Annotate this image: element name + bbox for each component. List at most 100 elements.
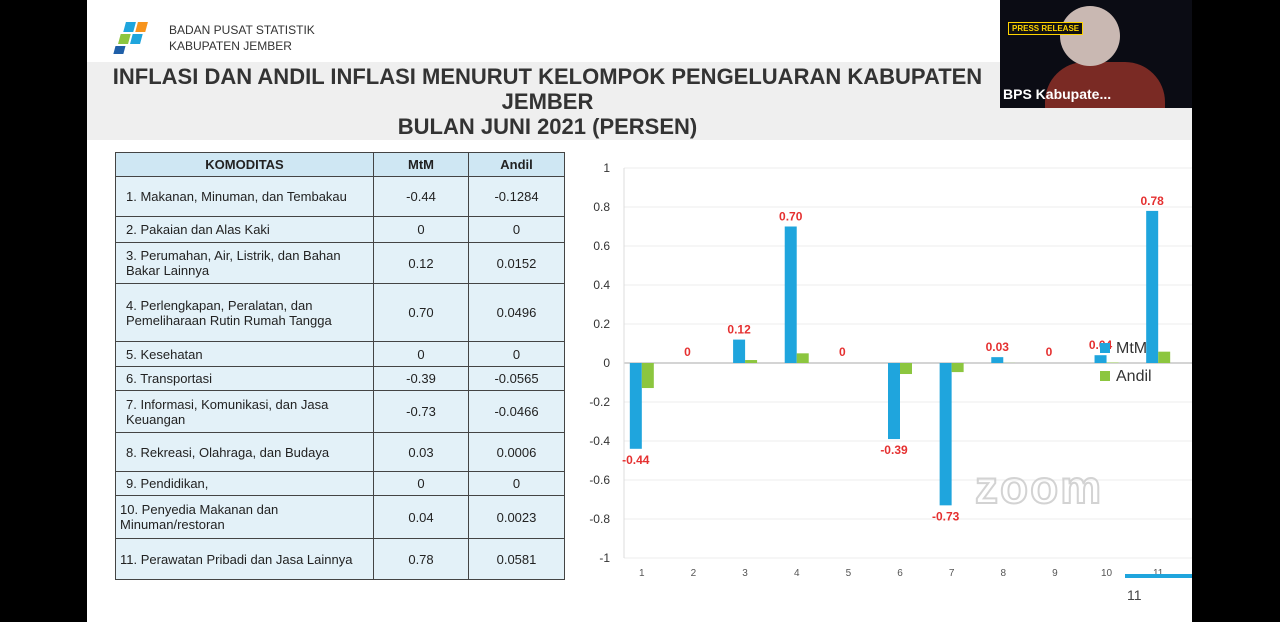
y-tick-label: 0.4 bbox=[593, 278, 610, 292]
cell-komoditas: 2. Pakaian dan Alas Kaki bbox=[115, 216, 374, 243]
cell-komoditas: 5. Kesehatan bbox=[115, 341, 374, 367]
table-row: 9. Pendidikan, 0 0 bbox=[115, 471, 565, 496]
bar-mtm bbox=[991, 357, 1004, 363]
table-row: 10. Penyedia Makanan dan Minuman/restora… bbox=[115, 495, 565, 539]
y-tick-label: -0.2 bbox=[589, 395, 610, 409]
legend-swatch bbox=[1100, 371, 1110, 381]
bar-andil bbox=[641, 363, 654, 389]
cell-komoditas: 3. Perumahan, Air, Listrik, dan Bahan Ba… bbox=[115, 242, 374, 284]
data-label: 0.03 bbox=[986, 340, 1010, 354]
table-row: 11. Perawatan Pribadi dan Jasa Lainnya 0.… bbox=[115, 538, 565, 580]
bar-andil bbox=[796, 353, 809, 363]
y-tick-label: 0.6 bbox=[593, 239, 610, 253]
table-row: 6. Transportasi -0.39 -0.0565 bbox=[115, 366, 565, 391]
cell-andil: 0 bbox=[468, 341, 565, 367]
table-header: KOMODITAS MtM Andil bbox=[115, 152, 565, 177]
video-tile[interactable]: PRESS RELEASE BPS Kabupate... bbox=[1000, 0, 1192, 108]
x-tick-label: 2 bbox=[691, 568, 697, 579]
cell-andil: -0.0466 bbox=[468, 390, 565, 433]
data-label: 0.12 bbox=[727, 323, 751, 337]
cell-andil: 0.0496 bbox=[468, 283, 565, 342]
x-tick-label: 9 bbox=[1052, 568, 1058, 579]
participant-name: BPS Kabupate... bbox=[1003, 86, 1112, 102]
x-tick-label: 7 bbox=[949, 568, 955, 579]
cell-andil: -0.1284 bbox=[468, 176, 565, 217]
inflation-table: KOMODITAS MtM Andil 1. Makanan, Minuman,… bbox=[115, 152, 565, 580]
table-row: 4. Perlengkapan, Peralatan, dan Pemeliha… bbox=[115, 283, 565, 342]
legend-swatch bbox=[1100, 343, 1110, 353]
y-tick-label: -1 bbox=[599, 551, 610, 565]
x-tick-label: 11 bbox=[1153, 568, 1164, 579]
bar-chart: 1 0.8 0.6 0.4 0.2 0 -0.2 -0.4 -0.6 -0.8 -1 1 -0.44 2 0… bbox=[589, 161, 1192, 579]
legend-label: Andil bbox=[1116, 368, 1152, 385]
y-tick-label: -0.8 bbox=[589, 512, 610, 526]
title-line1: INFLASI DAN ANDIL INFLASI MENURUT KELOMP… bbox=[112, 64, 983, 114]
cell-mtm: -0.44 bbox=[373, 176, 469, 217]
cell-mtm: 0 bbox=[373, 471, 469, 496]
cell-mtm: -0.39 bbox=[373, 366, 469, 391]
y-tick-label: 0.2 bbox=[593, 317, 610, 331]
cell-andil: 0.0152 bbox=[468, 242, 565, 284]
y-tick-label: 0.8 bbox=[593, 200, 610, 214]
data-label: -0.39 bbox=[880, 443, 908, 457]
bar-mtm bbox=[733, 339, 746, 363]
cell-andil: 0 bbox=[468, 216, 565, 243]
decorative-line bbox=[1125, 574, 1192, 578]
cell-mtm: 0.70 bbox=[373, 283, 469, 342]
table-row: 8. Rekreasi, Olahraga, dan Budaya 0.03 0.0… bbox=[115, 432, 565, 472]
x-tick-label: 1 bbox=[639, 568, 645, 579]
cell-mtm: 0.12 bbox=[373, 242, 469, 284]
logo-line2: KABUPATEN JEMBER bbox=[169, 39, 292, 53]
data-label: 0 bbox=[684, 345, 691, 359]
x-tick-label: 4 bbox=[794, 568, 800, 579]
bps-logo-icon bbox=[113, 22, 148, 54]
slide-title: INFLASI DAN ANDIL INFLASI MENURUT KELOMP… bbox=[100, 64, 995, 139]
cell-komoditas: 8. Rekreasi, Olahraga, dan Budaya bbox=[115, 432, 374, 472]
cell-komoditas: 10. Penyedia Makanan dan Minuman/restora… bbox=[115, 495, 374, 539]
logo-line1: BADAN PUSAT STATISTIK bbox=[169, 23, 315, 37]
cell-andil: 0.0581 bbox=[468, 538, 565, 580]
cell-komoditas: 6. Transportasi bbox=[115, 366, 374, 391]
table-row: 7. Informasi, Komunikasi, dan Jasa Keuan… bbox=[115, 390, 565, 433]
bps-logo: BADAN PUSAT STATISTIK KABUPATEN JEMBER bbox=[113, 18, 315, 58]
header-mtm: MtM bbox=[373, 152, 469, 177]
bar-andil bbox=[951, 363, 964, 373]
bar-mtm bbox=[888, 363, 900, 440]
data-label: 0.78 bbox=[1141, 194, 1165, 208]
bar-mtm bbox=[1094, 355, 1107, 363]
x-tick-label: 5 bbox=[846, 568, 852, 579]
bar-mtm bbox=[1146, 210, 1159, 363]
table-row: 3. Perumahan, Air, Listrik, dan Bahan Ba… bbox=[115, 242, 565, 284]
page-number: 11 bbox=[1127, 587, 1142, 603]
legend-label: MtM bbox=[1116, 340, 1147, 357]
bar-mtm bbox=[939, 363, 952, 506]
data-label: -0.44 bbox=[622, 453, 650, 467]
header-komoditas: KOMODITAS bbox=[115, 152, 374, 177]
zoom-watermark: zoom bbox=[974, 461, 1104, 513]
table-row: 1. Makanan, Minuman, dan Tembakau -0.44 -0… bbox=[115, 176, 565, 217]
header-andil: Andil bbox=[468, 152, 565, 177]
data-label: 0 bbox=[1046, 345, 1053, 359]
data-label: 0 bbox=[839, 345, 846, 359]
y-tick-label: 1 bbox=[603, 161, 610, 175]
bar-mtm bbox=[784, 226, 797, 363]
press-release-badge: PRESS RELEASE bbox=[1008, 22, 1084, 35]
cell-komoditas: 9. Pendidikan, bbox=[115, 471, 374, 496]
cell-mtm: 0.04 bbox=[373, 495, 469, 539]
cell-andil: -0.0565 bbox=[468, 366, 565, 391]
cell-komoditas: 7. Informasi, Komunikasi, dan Jasa Keuan… bbox=[115, 390, 374, 433]
cell-mtm: 0 bbox=[373, 341, 469, 367]
cell-komoditas: 1. Makanan, Minuman, dan Tembakau bbox=[115, 176, 374, 217]
speaker-shirt bbox=[1045, 62, 1165, 108]
x-tick-label: 8 bbox=[1000, 568, 1006, 579]
bar-andil bbox=[745, 360, 758, 363]
cell-mtm: -0.73 bbox=[373, 390, 469, 433]
cell-mtm: 0.78 bbox=[373, 538, 469, 580]
bar-andil bbox=[1158, 351, 1171, 363]
y-tick-label: -0.6 bbox=[589, 473, 610, 487]
cell-komoditas: 11. Perawatan Pribadi dan Jasa Lainnya bbox=[115, 538, 374, 580]
x-tick-label: 10 bbox=[1101, 568, 1113, 579]
table-row: 5. Kesehatan 0 0 bbox=[115, 341, 565, 367]
y-tick-label: 0 bbox=[603, 356, 610, 370]
data-label: 0.70 bbox=[779, 210, 803, 224]
